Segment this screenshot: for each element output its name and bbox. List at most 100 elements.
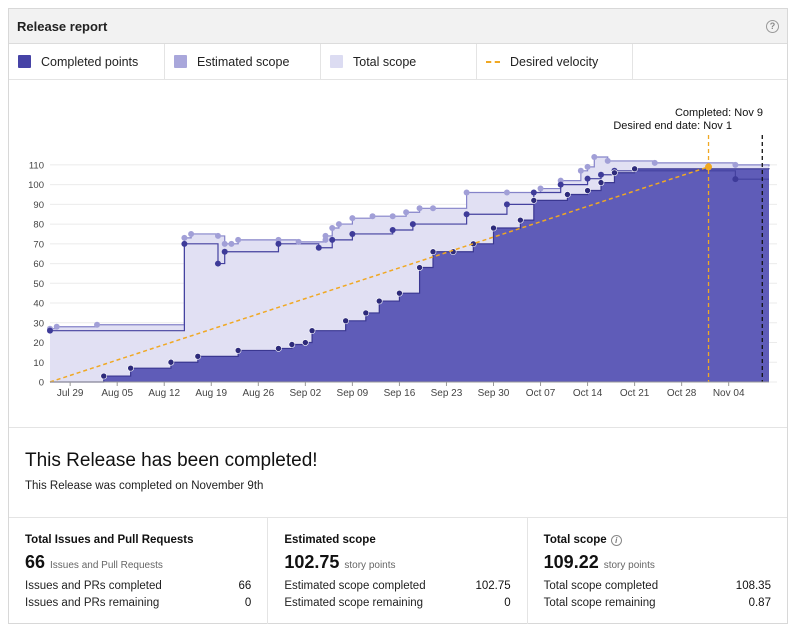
completed-point: [517, 216, 524, 224]
legend-completed-points[interactable]: Completed points: [9, 44, 165, 79]
y-tick-label: 20: [33, 338, 44, 349]
stat-row-label: Issues and PRs remaining: [25, 597, 160, 609]
stat-title: Total Issues and Pull Requests: [25, 534, 194, 546]
x-tick-label: Sep 23: [431, 388, 463, 399]
completed-point: [429, 248, 437, 256]
x-tick-label: Oct 21: [620, 388, 650, 399]
y-tick-label: 0: [39, 378, 44, 389]
estimated-scope-point: [598, 171, 605, 178]
stat-row-value: 102.75: [475, 580, 511, 592]
x-tick-label: Oct 28: [667, 388, 697, 399]
estimated-scope-point: [181, 240, 188, 247]
estimated-scope-point: [315, 244, 322, 251]
y-tick-label: 10: [33, 358, 44, 369]
info-icon[interactable]: i: [610, 534, 622, 546]
x-tick-label: Sep 30: [478, 388, 510, 399]
stat-value: 102.75: [284, 552, 340, 572]
estimated-scope-point: [214, 260, 221, 267]
completed-point: [490, 224, 497, 232]
completed-point: [342, 317, 349, 325]
x-tick-label: Jul 29: [57, 388, 84, 399]
stat-row-value: 0: [504, 597, 511, 609]
total-scope-point: [503, 189, 510, 196]
completed-point: [100, 372, 108, 380]
stat-unit: story points: [603, 560, 655, 571]
total-scope-point: [221, 240, 228, 247]
x-tick-label: Aug 19: [195, 388, 227, 399]
completed-point: [470, 240, 477, 248]
stat-unit: Issues and Pull Requests: [50, 560, 163, 571]
total-scope-point: [403, 209, 410, 216]
legend-swatch: [174, 55, 187, 68]
total-scope-point: [214, 232, 221, 239]
total-scope-point: [228, 240, 235, 247]
total-scope-point: [349, 215, 356, 222]
stat-row-label: Total scope completed: [543, 580, 659, 592]
total-scope-point: [188, 230, 195, 237]
x-tick-label: Oct 14: [573, 388, 603, 399]
total-scope-point: [389, 213, 396, 220]
total-scope-point: [591, 153, 598, 160]
estimated-scope-point: [530, 189, 537, 196]
legend-dash: [486, 60, 500, 63]
question-circle-icon[interactable]: ?: [766, 19, 779, 33]
legend-estimated-scope[interactable]: Estimated scope: [165, 44, 321, 79]
x-tick-label: Sep 02: [289, 388, 321, 399]
stat-value: 66: [25, 552, 46, 572]
total-scope-point: [651, 159, 658, 166]
completed-marker-label: Completed: Nov 9: [675, 107, 763, 119]
estimated-scope-point: [557, 181, 564, 188]
completed-point: [375, 297, 383, 305]
total-scope-point: [181, 234, 188, 241]
estimated-scope-point: [584, 175, 591, 182]
completed-point: [308, 327, 316, 334]
stat-row-value: 108.35: [735, 580, 771, 592]
stat-title: Total scope: [543, 534, 607, 546]
legend-label: Completed points: [41, 54, 139, 69]
completed-point: [416, 264, 423, 271]
stat-row-value: 0.87: [748, 597, 771, 609]
completed-point: [362, 309, 370, 317]
completed-point: [530, 197, 538, 204]
completion-subtext: This Release was completed on November 9…: [25, 480, 264, 492]
completed-point: [584, 187, 591, 194]
x-tick-label: Sep 09: [337, 388, 369, 399]
burnup-chart-svg: 0 10 20 30 40 50 60 70 80 90 100 110 Completed: Nov …: [28, 107, 777, 399]
x-tick-label: Sep 16: [384, 388, 416, 399]
completed-point: [597, 179, 605, 186]
y-tick-label: 100: [28, 180, 44, 191]
estimated-scope-point: [349, 230, 356, 237]
completed-point: [288, 341, 296, 348]
completed-point: [564, 191, 571, 198]
stat-row-label: Estimated scope completed: [284, 580, 426, 592]
total-scope-point: [604, 157, 611, 164]
burnup-chart: 0 10 20 30 40 50 60 70 80 90 100 110 Completed: Nov …: [9, 80, 787, 428]
y-tick-label: 50: [33, 279, 44, 290]
desired-end-marker-label: Desired end date: Nov 1: [613, 120, 732, 132]
stat-row-label: Total scope remaining: [543, 597, 656, 609]
legend-total-scope[interactable]: Total scope: [321, 44, 477, 79]
legend-label: Estimated scope: [197, 54, 290, 69]
legend-swatch: [18, 55, 31, 68]
total-scope-point: [430, 205, 437, 212]
legend-desired-velocity[interactable]: Desired velocity: [477, 44, 633, 79]
estimated-scope-point: [47, 327, 53, 334]
total-scope-point: [732, 161, 739, 168]
stat-row-value: 66: [238, 580, 252, 592]
total-scope-point: [295, 238, 302, 245]
stat-value: 109.22: [543, 552, 599, 572]
completion-section: This Release has been completed! This Re…: [9, 428, 787, 518]
estimated-scope-point: [329, 236, 336, 243]
completed-point: [194, 353, 202, 360]
stat-row-label: Issues and PRs completed: [25, 580, 162, 592]
total-scope-point: [53, 323, 60, 330]
estimated-scope-point: [409, 221, 416, 228]
estimated-scope-point: [389, 227, 396, 234]
x-tick-label: Aug 12: [148, 388, 180, 399]
stat-estimated-scope: Estimated scope 102.75 story points Estim…: [268, 518, 528, 624]
y-tick-label: 90: [33, 200, 44, 211]
desired-velocity-line: [49, 166, 709, 383]
completed-point: [167, 358, 175, 366]
estimated-scope-point: [275, 240, 282, 247]
total-scope-point: [329, 225, 336, 232]
